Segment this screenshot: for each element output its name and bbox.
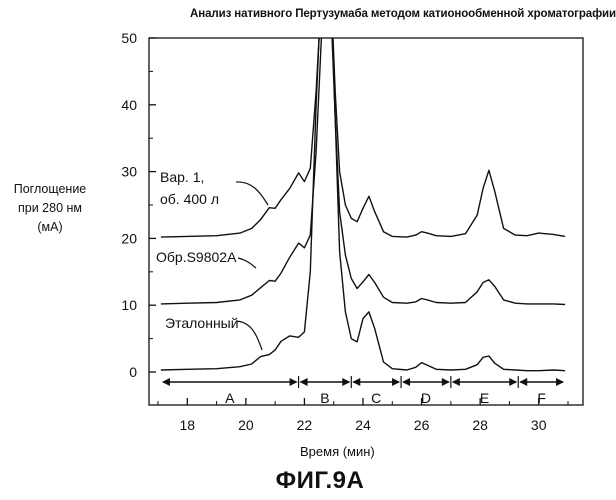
- region-arrowhead: [299, 378, 308, 387]
- chart-title: Анализ нативного Пертузумаба методом кат…: [190, 8, 616, 20]
- region-label: E: [480, 390, 489, 406]
- x-tick-label: 28: [472, 417, 488, 433]
- x-axis-label: Время (мин): [300, 444, 375, 459]
- y-tick-label: 40: [121, 97, 137, 113]
- region-arrowhead: [402, 378, 411, 387]
- y-axis-label-line: Поглощение: [13, 182, 87, 196]
- series-label: Обр.S9802A: [156, 249, 237, 265]
- y-axis-label: Поглощение при 280 нм (мА): [0, 180, 100, 237]
- region-arrowhead: [519, 378, 528, 387]
- region-arrowhead: [441, 378, 450, 387]
- series-line: [160, 38, 566, 372]
- region-label: D: [421, 390, 431, 406]
- region-label: F: [537, 390, 546, 406]
- series-line: [160, 38, 566, 306]
- y-tick-label: 0: [129, 364, 137, 380]
- series-leader-line: [235, 320, 263, 351]
- series-label: об. 400 л: [160, 191, 219, 207]
- series-leader-line: [235, 181, 269, 206]
- region-arrowhead: [342, 378, 351, 387]
- y-axis-label-line: при 280 нм: [17, 201, 82, 215]
- series-label: Вар. 1,: [160, 169, 204, 185]
- series-label: Эталонный: [165, 315, 239, 331]
- y-tick-label: 50: [121, 30, 137, 46]
- region-label: A: [225, 390, 235, 406]
- plot-frame: [148, 37, 584, 406]
- x-tick-label: 18: [179, 417, 195, 433]
- x-tick-label: 24: [355, 417, 371, 433]
- region-arrowhead: [392, 378, 401, 387]
- x-tick-label: 20: [238, 417, 254, 433]
- x-tick-label: 22: [297, 417, 313, 433]
- series-leader-line: [237, 257, 257, 269]
- y-tick-label: 10: [121, 297, 137, 313]
- y-tick-label: 20: [121, 230, 137, 246]
- figure-label: ФИГ.9A: [275, 467, 365, 494]
- region-arrowhead: [451, 378, 460, 387]
- y-axis-label-line: (мА): [37, 220, 63, 234]
- y-tick-label: 30: [121, 164, 137, 180]
- region-label: C: [371, 390, 381, 406]
- region-label: B: [320, 390, 329, 406]
- x-tick-label: 26: [414, 417, 430, 433]
- region-arrowhead: [289, 378, 298, 387]
- series-line: [160, 38, 566, 238]
- x-tick-label: 30: [531, 417, 547, 433]
- region-arrowhead: [161, 378, 170, 387]
- region-arrowhead: [509, 378, 518, 387]
- region-arrowhead: [556, 378, 565, 387]
- region-arrowhead: [352, 378, 361, 387]
